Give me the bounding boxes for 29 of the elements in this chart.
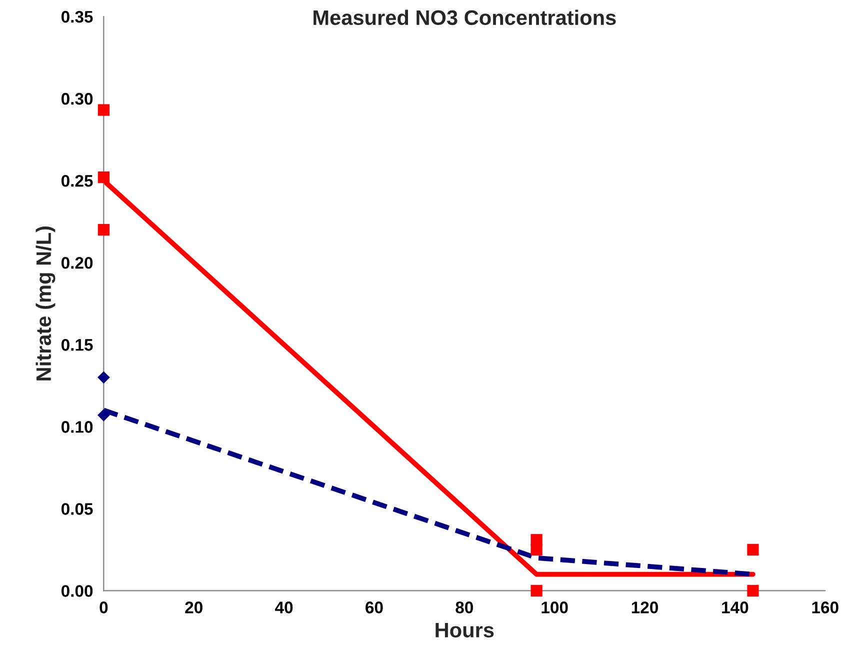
point <box>747 584 759 597</box>
x-tick-label: 100 <box>542 602 568 614</box>
y-tick-label: 0.00 <box>61 585 93 597</box>
y-tick-label: 0.25 <box>61 174 93 187</box>
x-tick-label: 0 <box>100 602 108 614</box>
point <box>747 544 759 556</box>
point <box>97 371 110 384</box>
point <box>530 584 542 597</box>
point <box>98 104 110 116</box>
y-tick-label: 0.20 <box>61 256 93 269</box>
x-tick-label: 120 <box>632 602 658 614</box>
point <box>98 224 110 236</box>
y-tick-label: 0.10 <box>61 421 93 433</box>
x-axis-title: Hours <box>436 622 494 638</box>
x-tick-label: 20 <box>185 602 202 614</box>
y-tick-label: 0.30 <box>61 92 93 105</box>
x-tick-label: 60 <box>366 602 383 614</box>
chart-title: Measured NO3 Concentrations <box>314 10 616 26</box>
point <box>98 171 110 184</box>
x-tick-label: 160 <box>812 602 838 614</box>
x-tick-label: 40 <box>275 602 293 614</box>
point <box>97 408 110 422</box>
x-tick-label: 140 <box>722 602 748 614</box>
y-tick-label: 0.15 <box>61 339 93 351</box>
y-tick-label: 0.05 <box>61 503 93 515</box>
y-axis-title: Nitrate (mg N/L) <box>36 226 56 380</box>
point <box>530 544 542 556</box>
y-tick-label: 0.35 <box>61 10 93 23</box>
x-tick-label: 80 <box>456 602 473 614</box>
